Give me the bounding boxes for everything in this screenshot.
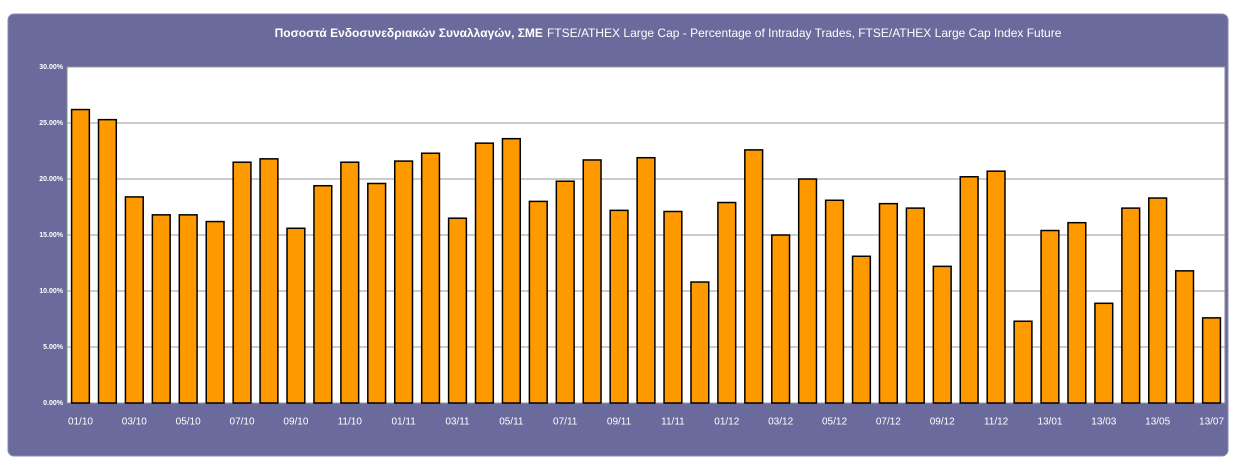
- bar: [313, 184, 333, 404]
- x-tick-label: 11/12: [984, 417, 1009, 428]
- x-tick-label: 05/11: [499, 417, 524, 428]
- bar: [959, 176, 979, 404]
- bar: [609, 209, 629, 404]
- bar: [205, 220, 225, 404]
- y-tick-label: 10.00%: [39, 288, 64, 295]
- bar: [986, 170, 1006, 404]
- x-tick-label: 03/11: [445, 417, 470, 428]
- bar: [1174, 270, 1195, 404]
- bar: [690, 281, 710, 404]
- chart-title: Ποσοστά Ενδοσυνεδριακών Συναλλαγών, ΣΜΕ F…: [275, 26, 1062, 40]
- x-tick-label: 01/12: [714, 417, 739, 428]
- x-tick-label: 03/10: [122, 417, 147, 428]
- title-rest: FTSE/ATHEX Large Cap - Percentage of Int…: [547, 26, 1062, 40]
- x-tick-label: 07/12: [876, 417, 901, 428]
- bar: [878, 202, 899, 404]
- x-tick-label: 03/12: [768, 417, 793, 428]
- bar: [70, 108, 91, 404]
- bar: [1201, 317, 1222, 404]
- bar: [340, 161, 360, 404]
- bar: [501, 137, 521, 404]
- bar: [474, 142, 495, 404]
- x-tick-label: 05/10: [176, 417, 201, 428]
- bar: [1148, 197, 1168, 404]
- bar: [1121, 207, 1141, 404]
- x-tick-label: 09/12: [930, 417, 955, 428]
- bar: [151, 214, 171, 404]
- y-tick-label: 5.00%: [43, 344, 64, 351]
- bar: [1013, 320, 1033, 404]
- bar: [851, 255, 872, 404]
- bar: [717, 201, 737, 404]
- y-tick-label: 20.00%: [39, 176, 64, 183]
- x-tick-label: 09/10: [283, 417, 308, 428]
- x-tick-label: 09/11: [607, 417, 632, 428]
- x-tick-label: 07/10: [230, 417, 255, 428]
- x-tick-label: 11/10: [338, 417, 363, 428]
- bar: [744, 149, 764, 404]
- x-tick-label: 13/07: [1199, 417, 1224, 428]
- y-tick-label: 25.00%: [39, 120, 64, 127]
- bar: [824, 199, 845, 404]
- bar: [582, 159, 602, 404]
- bar: [367, 182, 387, 404]
- bar: [905, 207, 925, 404]
- bar: [259, 158, 279, 404]
- bar: [636, 156, 656, 404]
- bar: [1067, 221, 1087, 404]
- title-bold: Ποσοστά Ενδοσυνεδριακών Συναλλαγών, ΣΜΕ: [275, 26, 543, 40]
- bar: [771, 234, 791, 404]
- bar: [178, 214, 198, 404]
- bar: [1040, 229, 1060, 404]
- x-tick-label: 13/01: [1037, 417, 1062, 428]
- y-tick-label: 15.00%: [39, 232, 64, 239]
- bar: [555, 180, 575, 404]
- bar: [797, 178, 818, 404]
- bar: [1094, 302, 1114, 404]
- x-tick-label: 07/11: [553, 417, 578, 428]
- y-tick-label: 30.00%: [39, 64, 64, 71]
- x-tick-label: 05/12: [822, 417, 847, 428]
- bar: [97, 118, 118, 404]
- bar: [528, 200, 548, 404]
- x-tick-label: 11/11: [661, 417, 685, 428]
- x-tick-label: 13/05: [1145, 417, 1170, 428]
- x-tick-label: 01/10: [68, 417, 93, 428]
- bar: [286, 227, 306, 404]
- bar: [663, 210, 683, 404]
- x-tick-label: 01/11: [391, 417, 416, 428]
- bar: [447, 217, 468, 404]
- bar: [932, 265, 952, 404]
- y-tick-label: 0.00%: [43, 400, 64, 407]
- bar: [420, 152, 441, 404]
- bar: [232, 161, 252, 404]
- bar: [393, 160, 414, 404]
- bar: [124, 196, 144, 404]
- x-tick-label: 13/03: [1091, 417, 1116, 428]
